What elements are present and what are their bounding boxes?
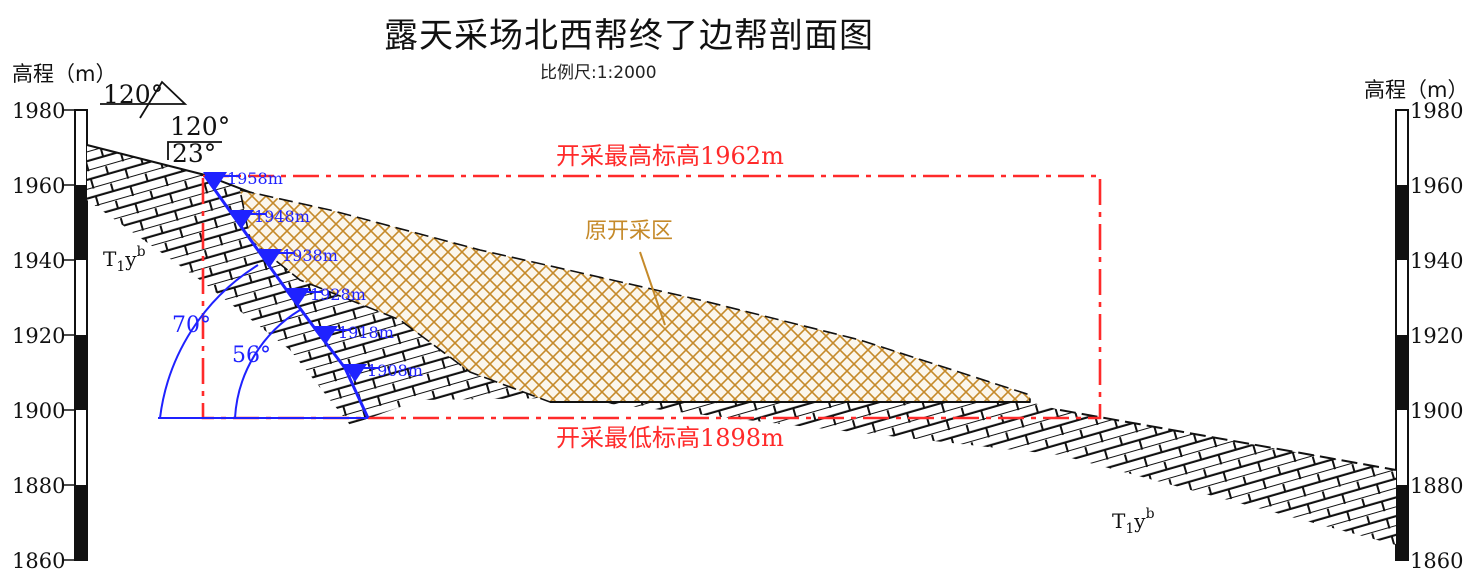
right-tick-label: 1920 [1410, 324, 1463, 348]
left-tick-label: 1940 [12, 249, 65, 273]
arc-70 [159, 264, 259, 419]
arc-56 [234, 309, 301, 419]
bench-markers: 1958m 1948m 1938m 1928m 1918m 1908m [203, 169, 423, 382]
max-elevation-label: 开采最高标高1962m [556, 142, 784, 170]
angle-label-23: 23° [172, 139, 216, 168]
left-ticks: 1980 1960 1940 1920 1900 1880 1860 [12, 99, 75, 573]
mined-area-label: 原开采区 [585, 219, 673, 244]
left-tick-label: 1980 [12, 99, 65, 123]
mining-limit-box [201, 174, 1102, 420]
angle-label-mid: 120° [170, 112, 230, 141]
bench-elevation-label: 1918m [338, 323, 394, 342]
lower-ground-line [1059, 409, 1397, 471]
left-axis-label: 高程（m） [12, 62, 117, 86]
angle-symbol-mid [167, 141, 222, 160]
right-tick-label: 1980 [1410, 99, 1463, 123]
bench-elevation-label: 1928m [310, 285, 366, 304]
right-ticks: 1980 1960 1940 1920 1900 1880 1860 [1410, 99, 1463, 573]
min-elevation-label: 开采最低标高1898m [556, 424, 784, 452]
bench-elevation-label: 1908m [367, 361, 423, 380]
right-tick-label: 1860 [1410, 549, 1463, 573]
strata-label-left: T1yb [103, 244, 146, 275]
angle-symbol-top [100, 80, 188, 119]
angle-70-label: 70° [172, 313, 211, 338]
mined-area-leader [639, 251, 666, 326]
scale-label: 比例尺:1:2000 [540, 63, 657, 83]
right-tick-label: 1880 [1410, 474, 1463, 498]
bench-elevation-label: 1938m [282, 246, 338, 265]
right-ruler [1395, 109, 1409, 561]
right-axis-label: 高程（m） [1364, 78, 1469, 102]
left-tick-label: 1860 [12, 549, 65, 573]
left-tick-label: 1960 [12, 174, 65, 198]
left-tick-label: 1880 [12, 474, 65, 498]
right-tick-label: 1900 [1410, 399, 1463, 423]
left-tick-label: 1900 [12, 399, 65, 423]
angle-56-label: 56° [232, 343, 271, 368]
left-ruler [74, 109, 88, 561]
strata-label-right: T1yb [1112, 506, 1155, 537]
angle-label-top: 120° [103, 80, 163, 109]
bench-elevation-label: 1958m [227, 169, 283, 188]
left-tick-label: 1920 [12, 324, 65, 348]
bench-elevation-label: 1948m [254, 207, 310, 226]
right-tick-label: 1960 [1410, 174, 1463, 198]
figure-title: 露天采场北西帮终了边帮剖面图 [384, 16, 874, 56]
right-tick-label: 1940 [1410, 249, 1463, 273]
